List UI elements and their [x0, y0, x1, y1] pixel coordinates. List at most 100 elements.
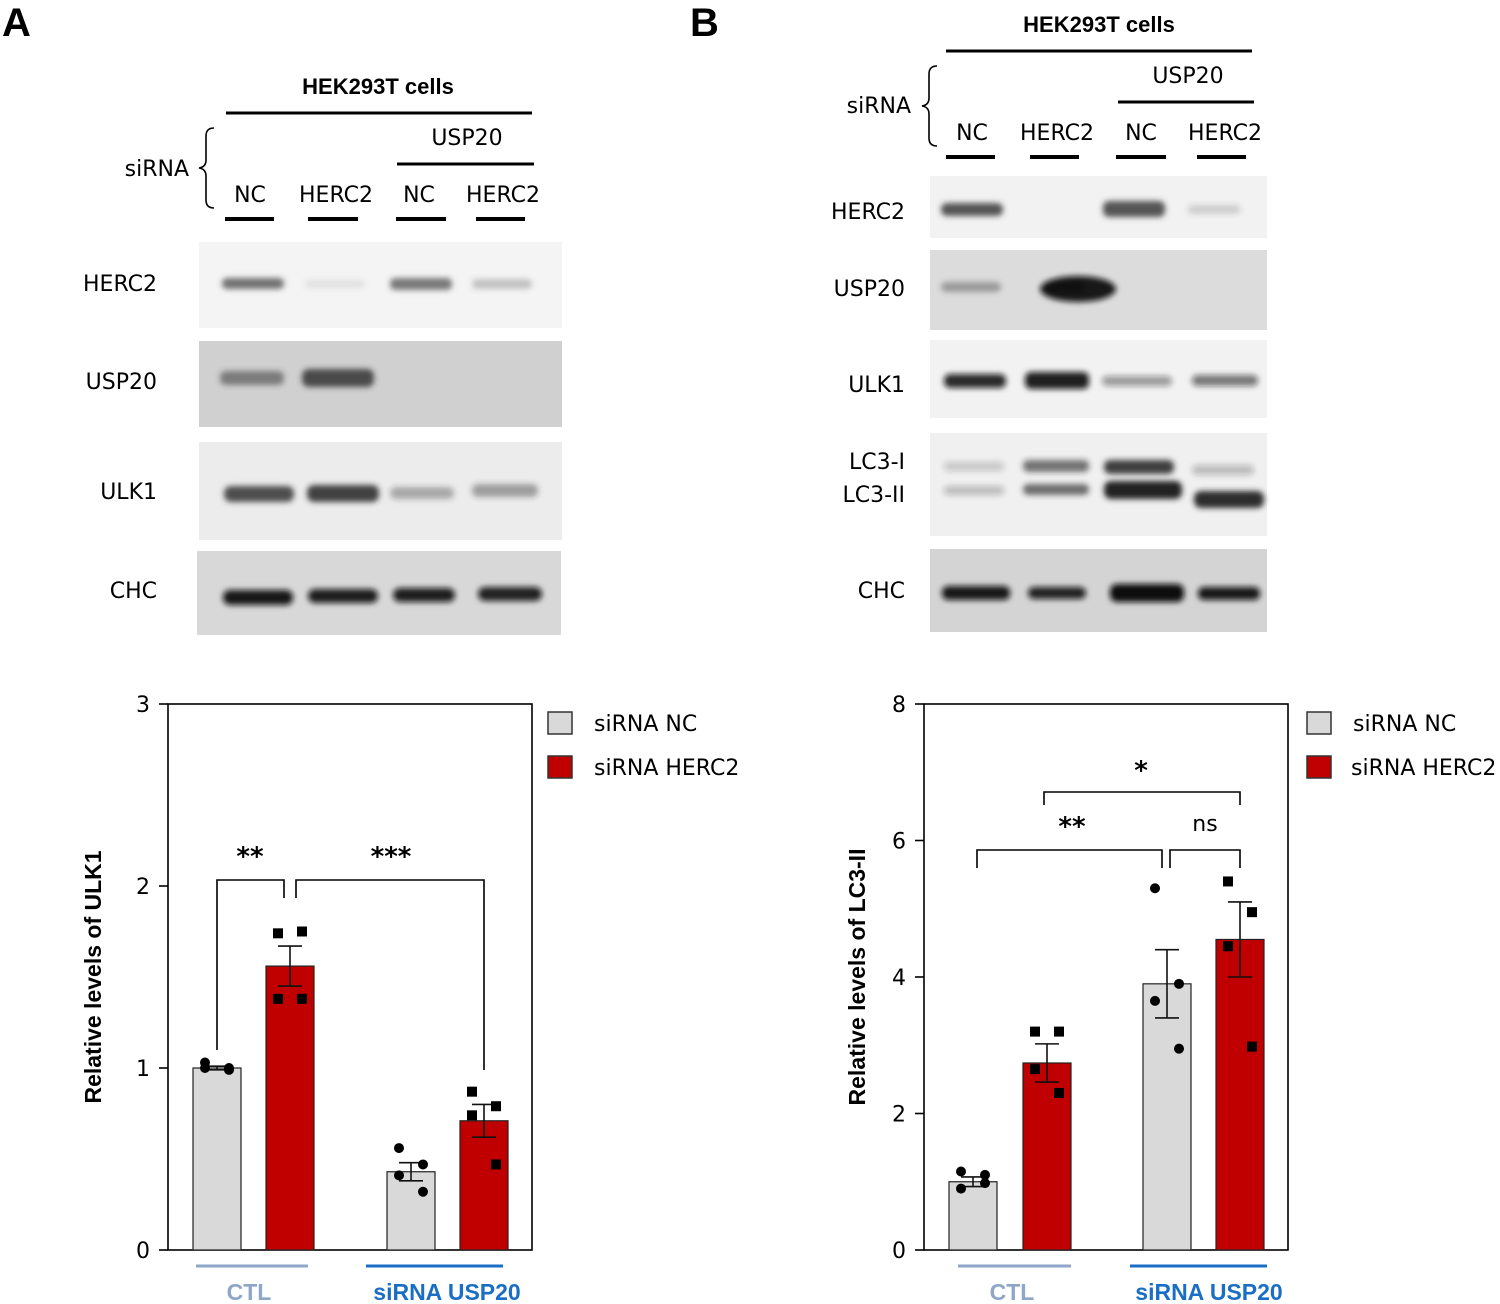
panel-a-row-label-usp20: USP20 [86, 370, 157, 395]
panel-a-lane-4: HERC2 [466, 183, 540, 208]
panel-a-blot: A HEK293T cells USP20 siRNA NC HERC2 NC … [2, 1, 562, 635]
chart-a: Relative levels of ULK1 siRNA NC siRNA H… [80, 693, 739, 1304]
panel-a-blot-chc [197, 551, 561, 635]
panel-a-row-label-chc: CHC [110, 579, 157, 604]
chart-a-point [418, 1186, 428, 1197]
chart-b-ytick-label: 0 [892, 1239, 906, 1264]
panel-a-blot-usp20 [199, 341, 562, 427]
panel-b-row-label-herc2: HERC2 [831, 200, 905, 225]
panel-b-blot-ulk1 [930, 340, 1267, 418]
panel-b-row-label-lc3-i: LC3-I [849, 450, 905, 475]
chart-a-point [467, 1110, 477, 1121]
panel-b-row-label-chc: CHC [858, 579, 905, 604]
chart-a-ytick-label: 0 [136, 1239, 150, 1264]
chart-a-ytick-label: 3 [136, 693, 150, 718]
chart-a-sig-bracket [295, 879, 485, 1070]
chart-a-point [418, 1159, 428, 1170]
chart-b-group-usp20: siRNA USP20 [1135, 1279, 1282, 1304]
chart-b-bar [948, 1181, 998, 1251]
panel-b-usp20-label: USP20 [1152, 64, 1223, 89]
panel-b-blot-chc [930, 549, 1267, 632]
chart-a-point [297, 926, 307, 937]
chart-a-point [491, 1159, 501, 1170]
chart-a-legend-herc2: siRNA HERC2 [594, 756, 739, 781]
panel-a-lane-2: HERC2 [299, 183, 373, 208]
chart-b-ytick-label: 8 [892, 693, 906, 718]
chart-a-point [224, 1064, 234, 1075]
panel-a-blot-ulk1 [199, 442, 562, 540]
panel-a-blot-herc2 [199, 242, 562, 328]
chart-b-sig-bracket [1043, 791, 1241, 805]
chart-a-ylabel: Relative levels of ULK1 [80, 850, 106, 1103]
chart-a-group-ctl: CTL [227, 1279, 272, 1304]
panel-a-row-label-ulk1: ULK1 [100, 480, 157, 505]
panel-a-lane-3: NC [403, 183, 435, 208]
chart-a-point [273, 993, 283, 1004]
chart-b-bar [1142, 983, 1192, 1251]
panel-b-lane-2: HERC2 [1020, 121, 1094, 146]
chart-a-bar [386, 1171, 436, 1251]
panel-b-blot-lc3 [930, 433, 1267, 536]
chart-b-point [980, 1178, 990, 1189]
panel-b-row-label-lc3-ii: LC3-II [842, 483, 905, 508]
chart-a-group-usp20: siRNA USP20 [373, 1279, 520, 1304]
chart-b-point [1030, 1026, 1040, 1037]
chart-b-point [1174, 1043, 1184, 1054]
chart-b-point [956, 1166, 966, 1177]
panel-b-lane-3: NC [1125, 121, 1157, 146]
chart-a-legend-nc: siRNA NC [594, 712, 697, 737]
chart-a-bar [265, 965, 315, 1251]
panel-b-row-label-usp20: USP20 [834, 277, 905, 302]
chart-b: Relative levels of LC3-II siRNA NC siRNA… [844, 693, 1496, 1304]
panel-b-sirna-brace [921, 65, 938, 147]
panel-b-blot-usp20 [930, 250, 1267, 330]
chart-b-point [980, 1169, 990, 1180]
chart-a-point [200, 1063, 210, 1073]
chart-a-point [394, 1143, 404, 1154]
chart-a-ytick-label: 1 [136, 1057, 150, 1082]
chart-b-bar [1215, 938, 1265, 1251]
panel-a-blot-title: HEK293T cells [302, 74, 454, 99]
chart-b-sig-1: ** [1058, 812, 1086, 842]
panel-b-blot-title: HEK293T cells [1023, 12, 1175, 37]
panel-b-lane-1: NC [956, 121, 988, 146]
chart-b-legend-herc2: siRNA HERC2 [1351, 756, 1496, 781]
panel-a-letter: A [2, 1, 31, 45]
chart-a-sig-1: ** [236, 842, 264, 872]
panel-a-sirna-label: siRNA [125, 157, 189, 182]
panel-b-sirna-label: siRNA [847, 94, 911, 119]
chart-b-group-ctl: CTL [990, 1279, 1035, 1304]
chart-a-legend-swatch-herc2 [547, 755, 573, 779]
chart-b-point [1054, 1088, 1064, 1099]
chart-b-legend-swatch-nc [1306, 711, 1332, 735]
panel-a-row-label-herc2: HERC2 [83, 272, 157, 297]
chart-b-sig-3: * [1134, 756, 1148, 786]
chart-b-point [1054, 1026, 1064, 1037]
chart-b-sig-2: ns [1192, 812, 1217, 837]
chart-b-point [1247, 1041, 1257, 1052]
chart-a-ytick-label: 2 [136, 875, 150, 900]
chart-b-point [1150, 995, 1160, 1006]
panel-a-lane-1: NC [234, 183, 266, 208]
chart-b-point [1030, 1064, 1040, 1075]
chart-a-sig-bracket [216, 879, 285, 1050]
chart-a-bar [459, 1120, 509, 1251]
chart-b-ytick-label: 4 [892, 966, 906, 991]
chart-a-bar [192, 1067, 242, 1251]
panel-a-usp20-label: USP20 [431, 126, 502, 151]
chart-b-point [1150, 883, 1160, 894]
chart-b-ytick-label: 6 [892, 830, 906, 855]
chart-a-point [467, 1086, 477, 1097]
chart-a-sig-2: *** [371, 842, 412, 872]
chart-b-ytick-label: 2 [892, 1103, 906, 1128]
chart-b-legend-nc: siRNA NC [1353, 712, 1456, 737]
chart-b-ylabel: Relative levels of LC3-II [844, 849, 870, 1106]
chart-b-point [956, 1183, 966, 1194]
chart-b-sig-bracket [1169, 849, 1241, 868]
panel-b-lane-4: HERC2 [1188, 121, 1262, 146]
chart-a-point [491, 1101, 501, 1112]
chart-b-legend-swatch-herc2 [1306, 755, 1332, 779]
chart-b-point [1223, 876, 1233, 887]
chart-b-point [1247, 907, 1257, 918]
